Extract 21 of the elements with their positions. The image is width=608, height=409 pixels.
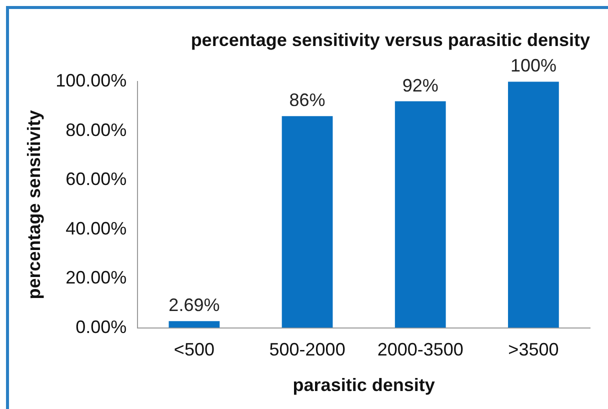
bar <box>282 116 333 328</box>
y-tick-label: 40.00% <box>66 218 127 238</box>
chart-title: percentage sensitivity versus parasitic density <box>190 30 590 50</box>
data-label: 92% <box>402 75 438 96</box>
x-axis-title: parasitic density <box>292 375 435 396</box>
bar <box>394 101 446 328</box>
data-label: 100% <box>510 56 556 76</box>
x-tick-label: >3500 <box>508 340 559 360</box>
y-axis-title: percentage sensitivity <box>24 110 44 300</box>
data-label: 86% <box>289 90 326 110</box>
y-tick-label: 0.00% <box>76 316 127 337</box>
y-tick-label: 60.00% <box>66 169 127 190</box>
bar <box>168 321 220 328</box>
x-tick-label: 2000-3500 <box>377 340 464 360</box>
x-tick-label: 500-2000 <box>269 340 346 360</box>
bar <box>508 82 559 328</box>
y-tick-label: 100.00% <box>56 70 127 91</box>
y-tick-label: 20.00% <box>66 268 127 288</box>
x-tick-label: <500 <box>174 340 214 360</box>
data-label: 2.69% <box>168 295 220 316</box>
y-tick-label: 80.00% <box>66 120 127 140</box>
